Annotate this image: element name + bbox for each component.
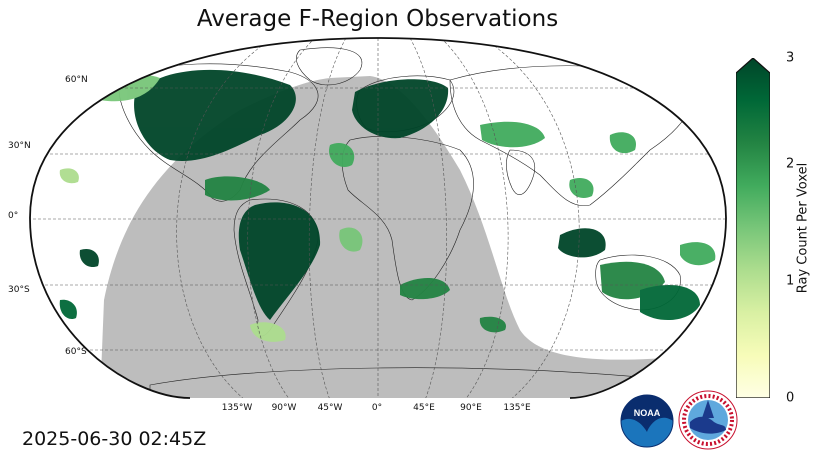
lat-label-30s: 30°S [8, 285, 30, 295]
lon-label-135e: 135°E [503, 403, 531, 413]
meridian-135e [485, 39, 580, 398]
graticule [30, 38, 726, 398]
density-blob-north-america [134, 69, 296, 161]
density-blob-west-pacific-north [680, 242, 716, 266]
map-title: Average F-Region Observations [196, 6, 559, 32]
density-blob-east-asia [480, 121, 545, 148]
density-blob-central-america [205, 176, 270, 201]
india-outline [506, 149, 536, 195]
colorbar-label: Ray Count Per Voxel [795, 162, 811, 294]
lat-label-60n: 60°N [65, 75, 88, 85]
greenland-outline [296, 47, 363, 86]
svg-text:NOAA: NOAA [634, 408, 661, 418]
lon-label-45w: 45°W [317, 403, 343, 413]
colorbar-body [736, 58, 770, 398]
north-america-outline [118, 63, 319, 202]
colorbar-tick-3: 3 [786, 50, 795, 66]
lon-label-90e: 90°E [460, 403, 482, 413]
density-blob-east-pacific-south [59, 299, 77, 320]
lon-label-90w: 90°W [271, 403, 297, 413]
meridian-90w [247, 38, 316, 398]
density-blob-hawaii [59, 168, 79, 184]
meridian-45e [409, 38, 447, 398]
density-blob-japan [609, 132, 636, 154]
lon-label-45e: 45°E [413, 403, 435, 413]
density-blob-southeast-asia [558, 228, 606, 258]
density-blob-north-atlantic [329, 142, 355, 168]
density-blob-south-atlantic [339, 227, 363, 252]
lat-label-0: 0° [8, 211, 19, 221]
density-blob-east-pacific [79, 248, 99, 268]
lat-label-60s: 60°S [65, 347, 87, 357]
density-blob-tasman [479, 316, 506, 333]
meridian-90e [440, 38, 509, 398]
colorbar-tick-0: 0 [786, 390, 795, 406]
night-shading [100, 76, 720, 398]
meridian-135w [176, 39, 271, 398]
density-blob-west-pacific [640, 285, 700, 321]
globe-outline [29, 37, 727, 399]
colorbar [736, 58, 770, 398]
noaa-logo: NOAA [620, 394, 674, 448]
lon-label-135w: 135°W [221, 403, 253, 413]
timestamp: 2025-06-30 02:45Z [22, 428, 207, 450]
density-blob-south-africa [400, 278, 450, 300]
lat-label-30n: 30°N [8, 141, 31, 151]
meridian-45w [308, 38, 347, 398]
density-blob-north-pacific [569, 177, 594, 199]
density-blob-europe [352, 79, 449, 139]
density-blob-south-america [238, 202, 321, 320]
colorbar-tick-2: 2 [786, 156, 795, 172]
colorbar-tick-1: 1 [786, 273, 795, 289]
nws-logo [678, 390, 738, 450]
density-blob-southern-pacific [250, 322, 286, 342]
lon-label-0: 0° [371, 403, 383, 413]
